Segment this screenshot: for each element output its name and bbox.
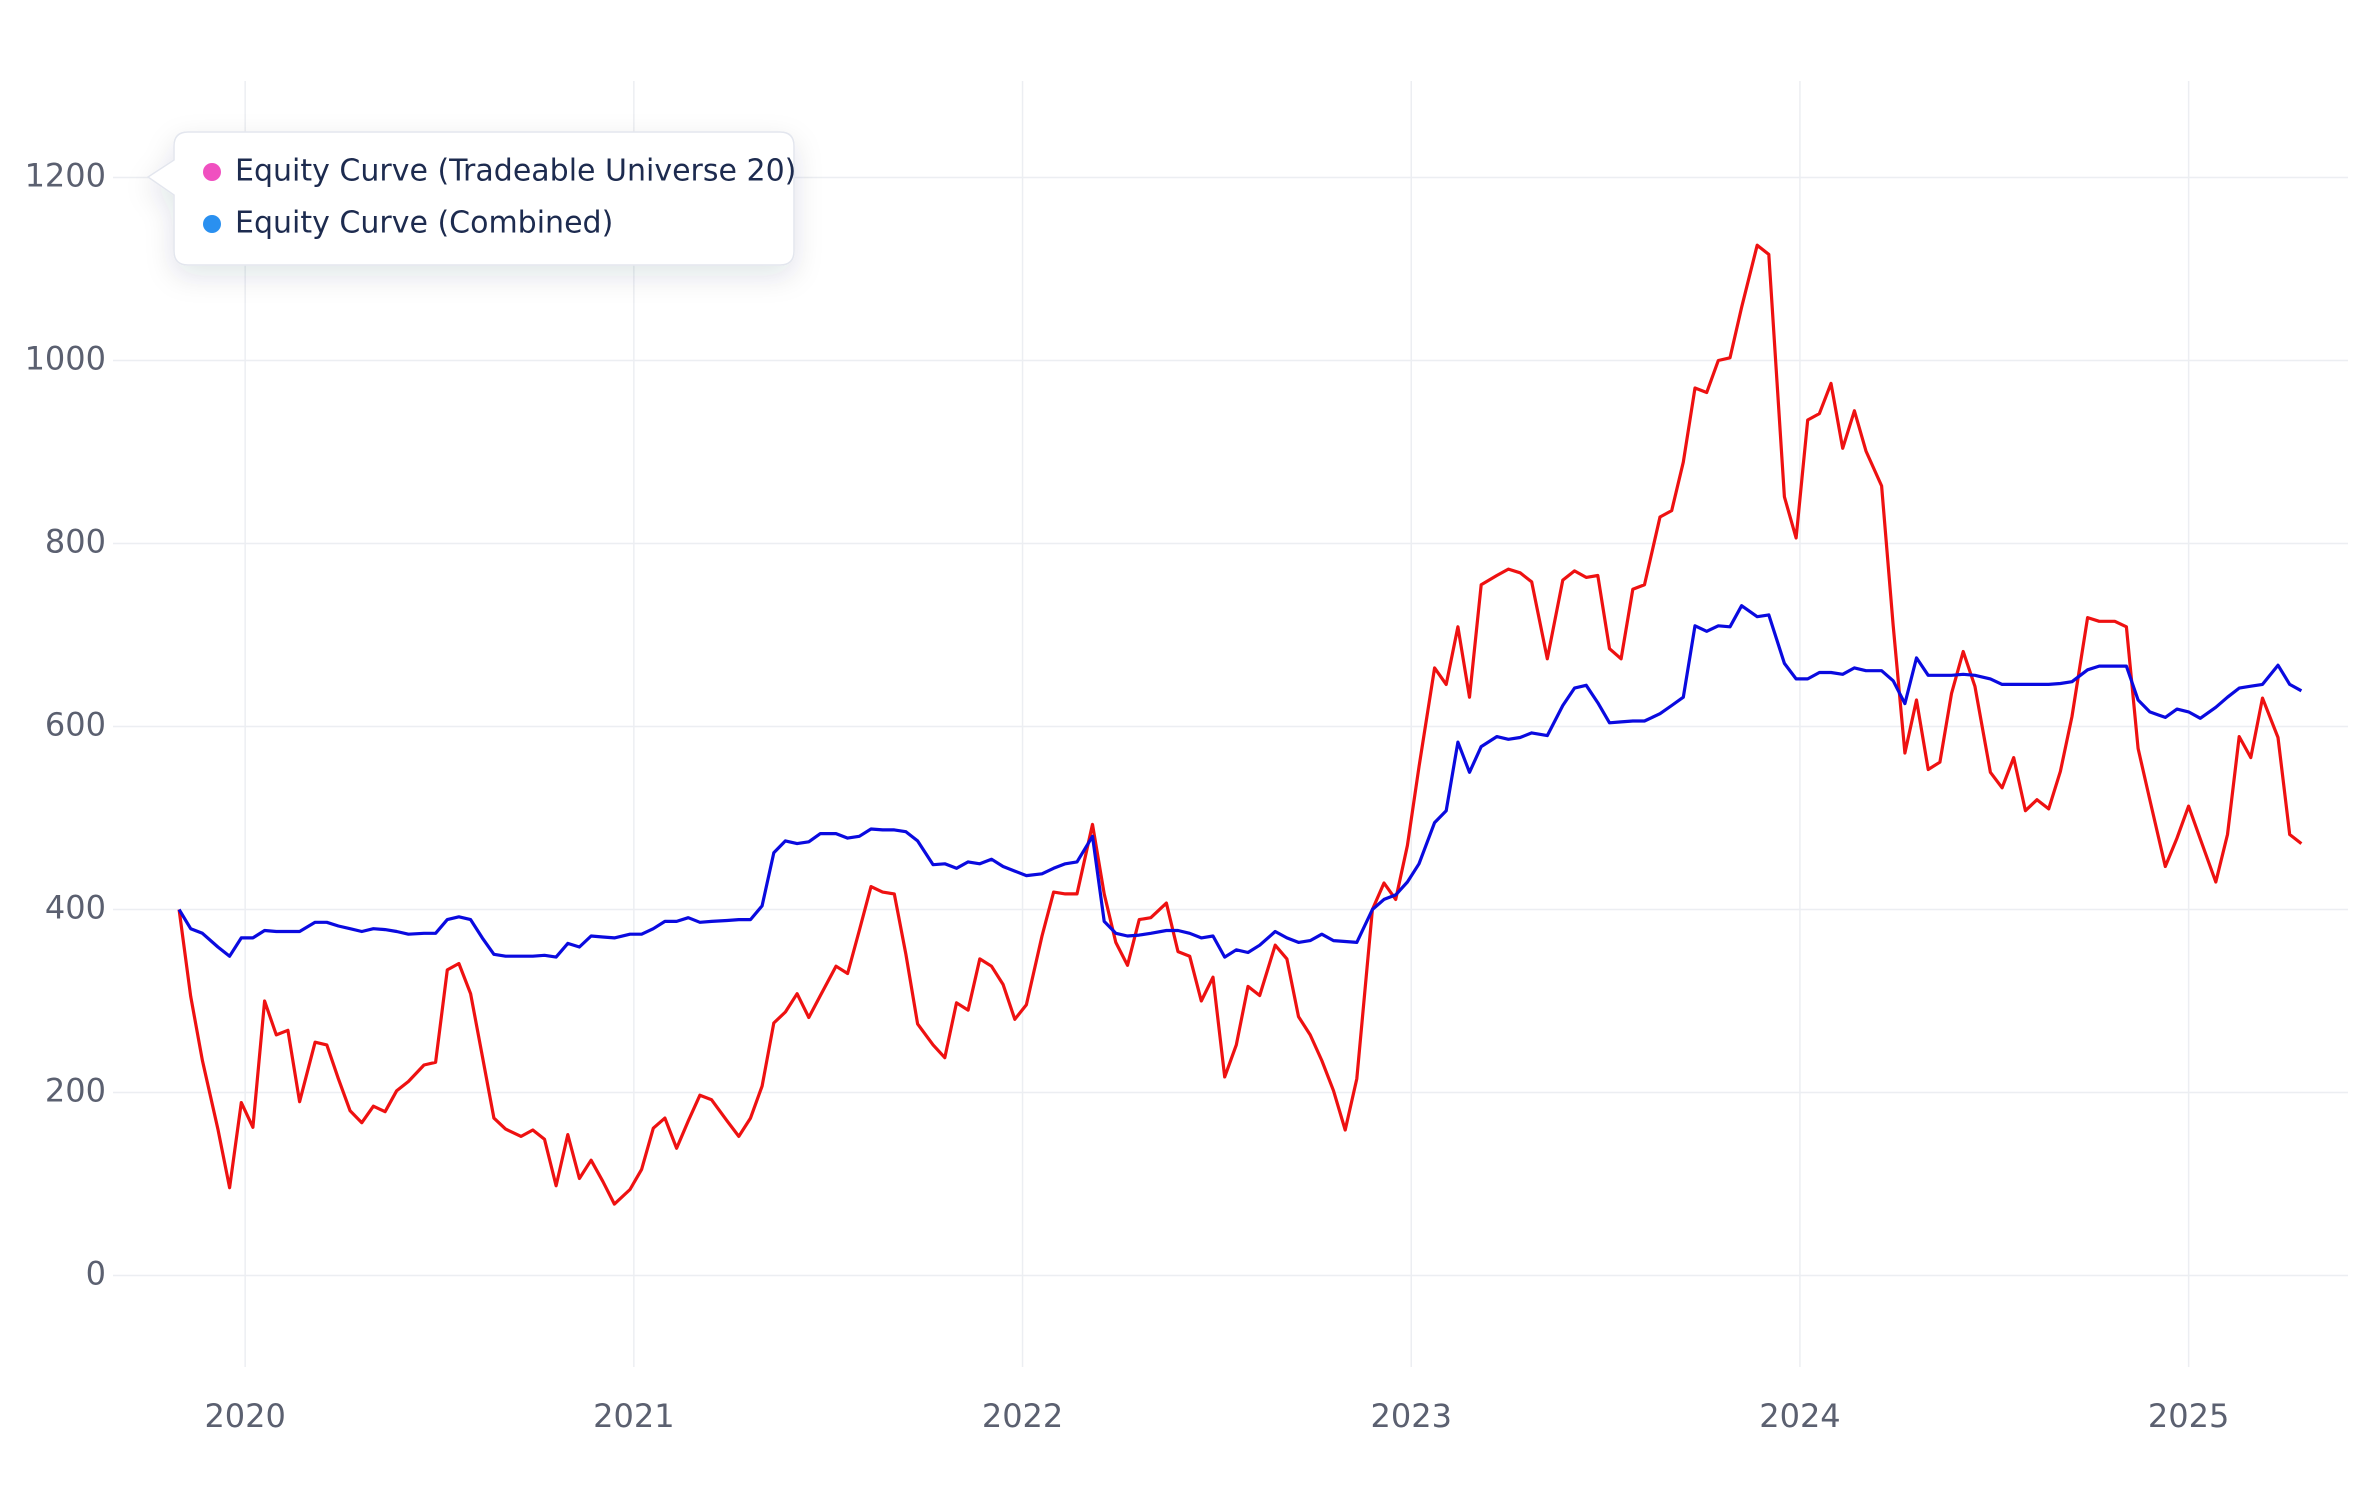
x-tick-label: 2022 (982, 1397, 1063, 1435)
grid: 0 200 400 600 800 1000 1200 2020 2021 2022 2023 202… (25, 81, 2348, 1435)
x-tick-label: 2023 (1371, 1397, 1452, 1435)
y-tick-label: 0 (86, 1255, 106, 1293)
series-line (177, 604, 2303, 959)
x-tick-label: 2025 (2148, 1397, 2229, 1435)
y-tick-label: 1000 (25, 340, 106, 378)
legend: Equity Curve (Tradeable Universe 20) Equi… (146, 131, 796, 266)
legend-marker (203, 163, 221, 181)
x-tick-label: 2021 (593, 1397, 674, 1435)
plot-area (177, 243, 2303, 1206)
legend-label: Equity Curve (Combined) (235, 206, 613, 241)
y-tick-label: 1200 (25, 157, 106, 195)
y-tick-label: 600 (45, 706, 106, 744)
legend-box (146, 131, 795, 266)
y-tick-label: 200 (45, 1072, 106, 1110)
y-tick-label: 800 (45, 523, 106, 561)
x-tick-label: 2024 (1759, 1397, 1840, 1435)
y-tick-label: 400 (45, 889, 106, 927)
legend-label: Equity Curve (Tradeable Universe 20) (235, 154, 796, 189)
x-tick-label: 2020 (204, 1397, 285, 1435)
legend-marker (203, 215, 221, 233)
series-line (177, 243, 2303, 1206)
